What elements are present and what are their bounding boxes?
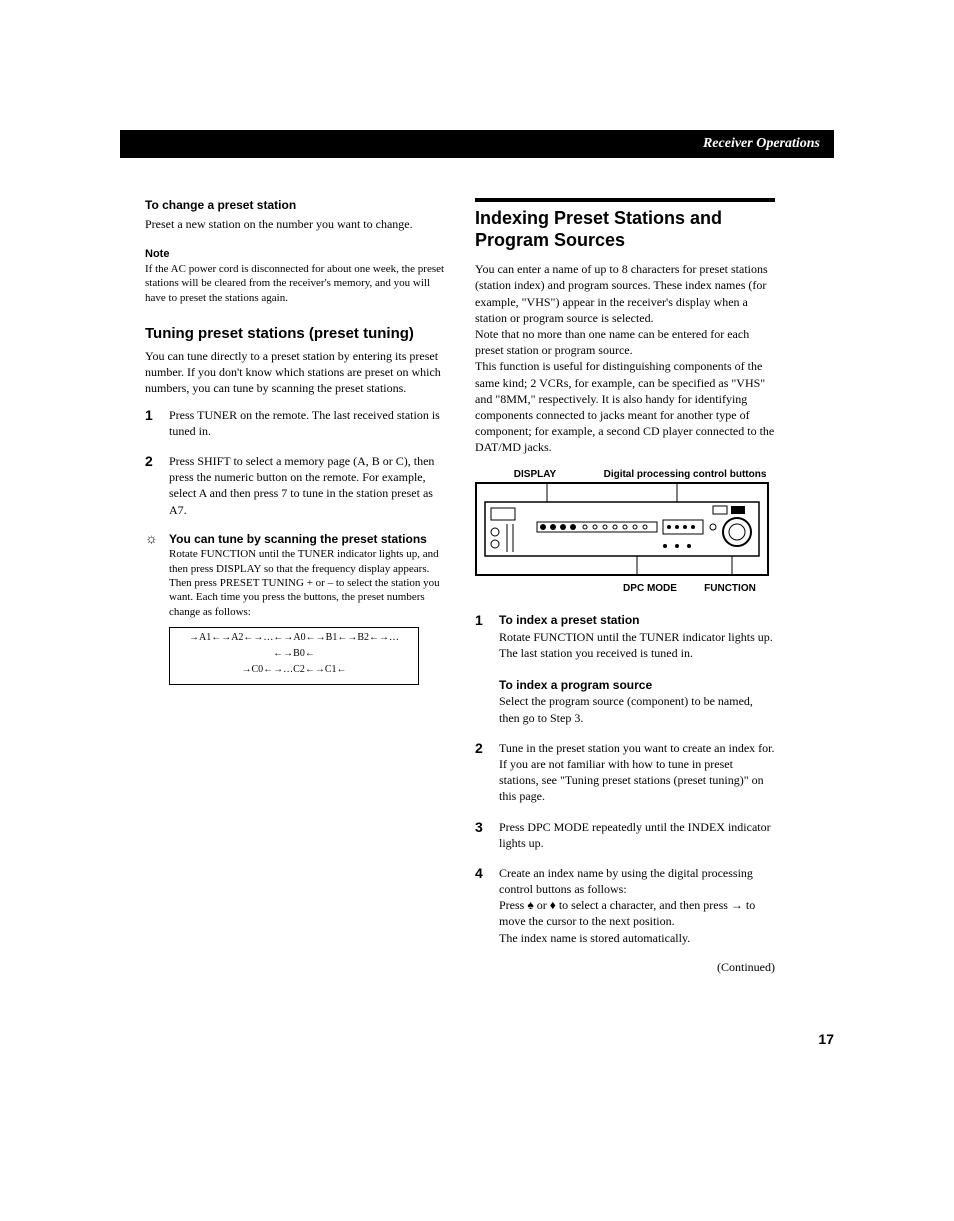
step-body: Press SHIFT to select a memory page (A, … (169, 453, 445, 518)
step-body: Rotate FUNCTION until the TUNER indicato… (499, 630, 773, 660)
step-number: 2 (475, 740, 499, 805)
continued-label: (Continued) (475, 960, 775, 975)
step-body: Create an index name by using the digita… (499, 865, 775, 946)
source-title: To index a program source (499, 678, 652, 692)
change-preset-heading: To change a preset station (145, 198, 445, 212)
step-title: To index a preset station (499, 613, 639, 627)
lightbulb-icon: ☼ (145, 532, 169, 619)
sequence-line-2: →C0←→…C2←→C1← (174, 662, 414, 678)
step-number: 1 (145, 407, 169, 439)
tip-body: Rotate FUNCTION until the TUNER indicato… (169, 548, 440, 617)
note-label: Note (145, 248, 445, 260)
page-number: 17 (818, 1031, 834, 1047)
preset-sequence-diagram: →A1←→A2←→…←→A0←→B1←→B2←→…←→B0← →C0←→…C2←… (169, 627, 419, 685)
sequence-line-1: →A1←→A2←→…←→A0←→B1←→B2←→…←→B0← (174, 630, 414, 662)
intro-paragraph: You can enter a name of up to 8 characte… (475, 261, 775, 455)
change-preset-body: Preset a new station on the number you w… (145, 216, 445, 232)
diagram-label-dpc-buttons: Digital processing control buttons (595, 469, 775, 480)
step-body: Press DPC MODE repeatedly until the INDE… (499, 819, 775, 851)
diagram-label-display: DISPLAY (475, 469, 595, 480)
right-step-3: 3 Press DPC MODE repeatedly until the IN… (475, 819, 775, 851)
tip-title: You can tune by scanning the preset stat… (169, 532, 427, 546)
step-body: Press TUNER on the remote. The last rece… (169, 407, 445, 439)
diagram-label-function: FUNCTION (685, 583, 775, 594)
receiver-diagram: DISPLAY Digital processing control butto… (475, 469, 775, 594)
tuning-heading: Tuning preset stations (preset tuning) (145, 325, 445, 342)
left-step-2: 2 Press SHIFT to select a memory page (A… (145, 453, 445, 518)
step-number: 1 (475, 612, 499, 725)
right-step-4: 4 Create an index name by using the digi… (475, 865, 775, 946)
left-step-1: 1 Press TUNER on the remote. The last re… (145, 407, 445, 439)
step-number: 4 (475, 865, 499, 946)
right-step-2: 2 Tune in the preset station you want to… (475, 740, 775, 805)
right-column: Indexing Preset Stations and Program Sou… (475, 198, 775, 987)
diagram-label-dpc-mode: DPC MODE (615, 583, 685, 594)
note-body: If the AC power cord is disconnected for… (145, 262, 445, 305)
main-heading: Indexing Preset Stations and Program Sou… (475, 208, 775, 251)
tip-block: ☼ You can tune by scanning the preset st… (145, 532, 445, 619)
step-number: 3 (475, 819, 499, 851)
step-number: 2 (145, 453, 169, 518)
section-header: Receiver Operations (120, 130, 834, 158)
right-step-1: 1 To index a preset station Rotate FUNCT… (475, 612, 775, 725)
receiver-svg (475, 482, 769, 576)
left-column: To change a preset station Preset a new … (145, 198, 445, 987)
source-body: Select the program source (component) to… (499, 694, 753, 724)
tuning-intro: You can tune directly to a preset statio… (145, 348, 445, 397)
step-body: Tune in the preset station you want to c… (499, 740, 775, 805)
